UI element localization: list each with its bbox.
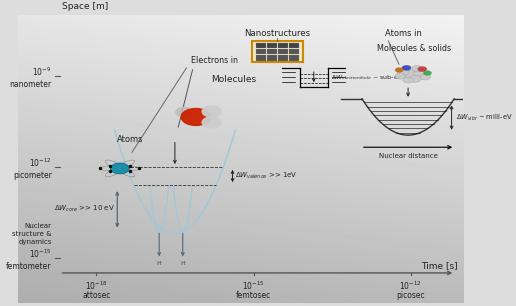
Bar <box>267 49 277 54</box>
Circle shape <box>176 107 192 117</box>
Text: $\Delta W_{electron/hole}$ ~ sub-eV: $\Delta W_{electron/hole}$ ~ sub-eV <box>331 73 403 82</box>
Text: picosec: picosec <box>396 290 425 300</box>
Text: femtometer: femtometer <box>6 262 52 271</box>
Bar <box>255 55 266 61</box>
Text: Atoms: Atoms <box>117 135 144 144</box>
Text: $10^{-12}$: $10^{-12}$ <box>399 280 422 292</box>
Circle shape <box>412 65 422 72</box>
Circle shape <box>420 74 431 80</box>
Bar <box>267 55 277 61</box>
Bar <box>289 49 299 54</box>
Circle shape <box>395 73 406 79</box>
Text: $\Delta W_{valence}$ >> 1eV: $\Delta W_{valence}$ >> 1eV <box>235 171 298 181</box>
Text: nanometer: nanometer <box>10 80 52 89</box>
Text: $\Delta W_{core}$ >> 10 eV: $\Delta W_{core}$ >> 10 eV <box>54 204 115 215</box>
Text: Space [m]: Space [m] <box>62 2 108 11</box>
Text: femtosec: femtosec <box>236 290 271 300</box>
Text: Atoms in: Atoms in <box>384 29 422 38</box>
Circle shape <box>181 109 211 125</box>
Bar <box>255 49 266 54</box>
Circle shape <box>409 75 421 82</box>
Text: $10^{-18}$: $10^{-18}$ <box>85 280 108 292</box>
Circle shape <box>202 106 221 117</box>
Text: Nanostructures: Nanostructures <box>244 29 310 38</box>
Bar <box>255 43 266 48</box>
Text: Time [s]: Time [s] <box>421 262 458 271</box>
Text: Electrons in: Electrons in <box>190 56 238 65</box>
Text: H: H <box>181 261 185 266</box>
Text: Molecules & solids: Molecules & solids <box>377 44 451 53</box>
Circle shape <box>398 69 409 76</box>
Circle shape <box>417 66 427 72</box>
Bar <box>289 43 299 48</box>
Circle shape <box>110 163 130 174</box>
Circle shape <box>403 77 413 83</box>
Circle shape <box>395 68 404 73</box>
Text: H: H <box>157 261 162 266</box>
Text: attosec: attosec <box>82 290 110 300</box>
Bar <box>278 43 288 48</box>
FancyBboxPatch shape <box>252 41 303 62</box>
Text: Nuclear distance: Nuclear distance <box>379 153 438 159</box>
Bar <box>289 55 299 61</box>
Text: $10^{-12}$: $10^{-12}$ <box>29 157 52 169</box>
Text: Nuclear
structure &
dynamics: Nuclear structure & dynamics <box>12 222 52 244</box>
Bar <box>278 49 288 54</box>
Bar <box>267 43 277 48</box>
Circle shape <box>202 117 221 128</box>
Text: $10^{-15}$: $10^{-15}$ <box>29 248 52 260</box>
Text: Molecules: Molecules <box>212 75 256 84</box>
Circle shape <box>404 70 418 79</box>
Text: $\Delta W_{vibr}$ ~ milli-eV: $\Delta W_{vibr}$ ~ milli-eV <box>456 113 512 123</box>
Circle shape <box>402 65 411 71</box>
Circle shape <box>423 71 432 76</box>
Text: picometer: picometer <box>13 171 52 180</box>
Bar <box>278 55 288 61</box>
Text: $10^{-15}$: $10^{-15}$ <box>242 280 265 292</box>
Circle shape <box>414 69 426 77</box>
Text: $10^{-9}$: $10^{-9}$ <box>33 66 52 78</box>
